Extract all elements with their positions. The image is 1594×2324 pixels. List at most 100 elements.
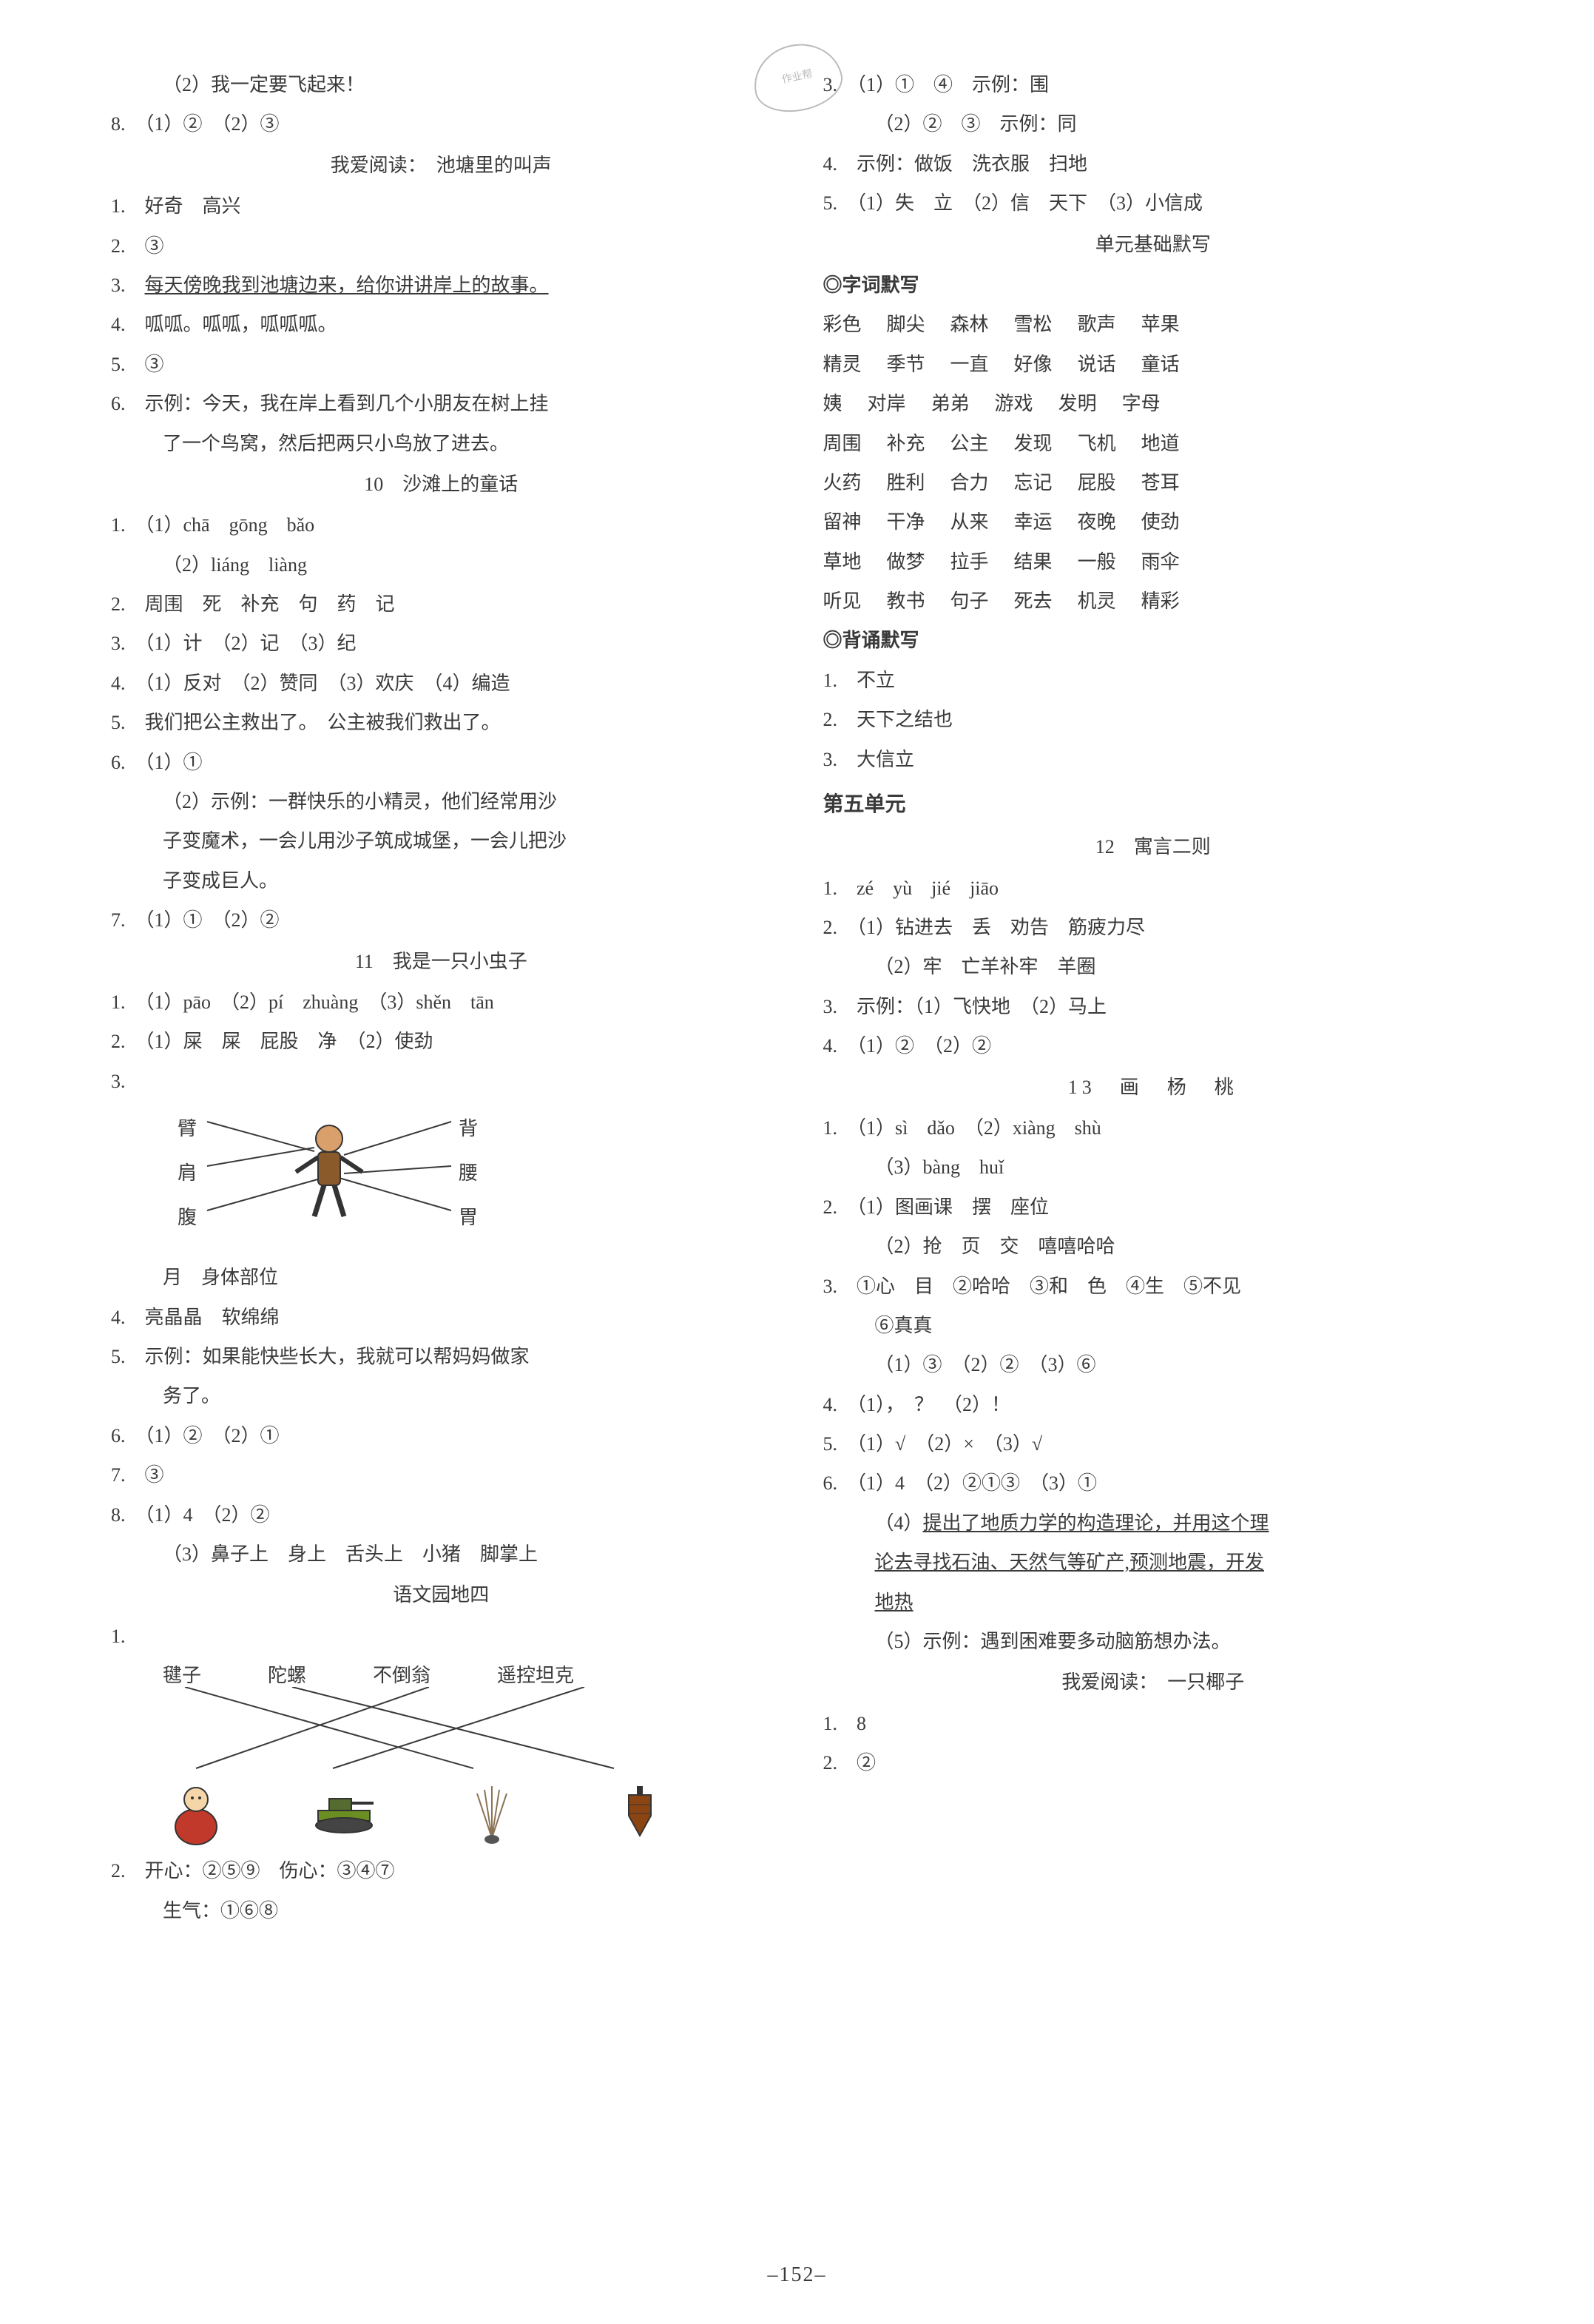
grid-word: 雨伞 xyxy=(1141,544,1180,580)
subsection-title: ◎背诵默写 xyxy=(823,622,1484,659)
text-line: 4. 呱呱。呱呱，呱呱呱。 xyxy=(111,306,771,343)
grid-word: 补充 xyxy=(887,425,925,462)
grid-word: 结果 xyxy=(1014,544,1053,580)
text-line: 1. （1）pāo （2）pí zhuàng （3）shěn tān xyxy=(111,984,771,1020)
text-line: 1. （1）chā gōng bǎo xyxy=(111,507,771,543)
grid-word: 彩色 xyxy=(823,306,862,343)
text-line: 月 身体部位 xyxy=(111,1259,771,1296)
text-line: 2. （1）图画课 摆 座位 xyxy=(823,1189,1484,1225)
text-line: 6. （1）4 （2）②①③ （3）① xyxy=(823,1465,1484,1501)
body-figure-icon xyxy=(288,1120,370,1224)
grid-word: 听见 xyxy=(823,583,862,619)
grid-word: 精灵 xyxy=(823,346,862,383)
text-line: 1. 不立 xyxy=(823,662,1484,698)
section-title: 11 我是一只小虫子 xyxy=(111,943,771,980)
text-line: 5. 我们把公主救出了。 公主被我们救出了。 xyxy=(111,704,771,741)
grid-word: 一般 xyxy=(1078,544,1116,580)
match-lines xyxy=(111,1687,666,1783)
body-label: 臂 xyxy=(178,1111,197,1147)
text-line: 4. （1）， ？ （2）！ xyxy=(823,1387,1484,1423)
right-column: 3. （1）① ④ 示例：围 （2）② ③ 示例：同 4. 示例：做饭 洗衣服 … xyxy=(823,67,1484,1932)
grid-word: 雪松 xyxy=(1014,306,1053,343)
character-grid: 彩色脚尖森林雪松歌声苹果精灵季节一直好像说话童话姨对岸弟弟游戏发明字母周围补充公… xyxy=(823,306,1484,619)
text-line: （5）示例：遇到困难要多动脑筋想办法。 xyxy=(823,1623,1484,1660)
section-title: 语文园地四 xyxy=(111,1577,771,1613)
grid-word: 森林 xyxy=(950,306,989,343)
text-line: 子变成巨人。 xyxy=(111,863,771,899)
grid-word: 对岸 xyxy=(868,385,906,422)
grid-word: 使劲 xyxy=(1141,504,1180,540)
underlined-text: 论去寻找石油、天然气等矿产,预测地震，开发 xyxy=(823,1544,1484,1580)
text-line: ⑥真真 xyxy=(823,1307,1484,1344)
text-line: 3. 示例：（1）飞快地 （2）马上 xyxy=(823,988,1484,1025)
text-line: 2. 周围 死 补充 句 药 记 xyxy=(111,586,771,622)
body-parts-diagram: 臂 肩 腹 背 腰 胃 xyxy=(141,1107,771,1255)
text-line: 2. （1）屎 屎 屁股 净 （2）使劲 xyxy=(111,1023,771,1060)
body-label: 肩 xyxy=(178,1155,197,1191)
text-line: （2）牢 亡羊补牢 羊圈 xyxy=(823,949,1484,985)
body-label: 背 xyxy=(459,1111,478,1147)
grid-word: 从来 xyxy=(950,504,989,540)
subsection-title: ◎字词默写 xyxy=(823,267,1484,303)
text-line: 6. （1）② （2）① xyxy=(111,1418,771,1454)
text-line: 4. 亮晶晶 软绵绵 xyxy=(111,1299,771,1336)
text-line: 生气：①⑥⑧ xyxy=(111,1893,771,1929)
grid-word: 教书 xyxy=(887,583,925,619)
grid-word: 做梦 xyxy=(887,544,925,580)
text-line: （2）② ③ 示例：同 xyxy=(823,106,1484,142)
grid-word: 公主 xyxy=(950,425,989,462)
text-line: 1. xyxy=(111,1618,771,1654)
text-line: 2. ③ xyxy=(111,228,771,264)
text-line: 3. （1）① ④ 示例：围 xyxy=(823,67,1484,103)
section-title: 单元基础默写 xyxy=(823,226,1484,263)
text-line: 2. 开心：②⑤⑨ 伤心：③④⑦ xyxy=(111,1853,771,1889)
tumbler-icon xyxy=(163,1779,229,1845)
grid-row: 彩色脚尖森林雪松歌声苹果 xyxy=(823,306,1484,343)
text-line: 3. xyxy=(111,1063,771,1099)
text-line: （3）鼻子上 身上 舌头上 小猪 脚掌上 xyxy=(111,1536,771,1572)
text-line: 1. 8 xyxy=(823,1705,1484,1742)
section-title: 13 画 杨 桃 xyxy=(823,1069,1484,1105)
text-line: 6. 示例：今天，我在岸上看到几个小朋友在树上挂 xyxy=(111,385,771,422)
text-line: 了一个鸟窝，然后把两只小鸟放了进去。 xyxy=(111,425,771,462)
text-line: 3. 每天傍晚我到池塘边来，给你讲讲岸上的故事。 xyxy=(111,267,771,303)
grid-word: 胜利 xyxy=(887,465,925,501)
text-line: （4）提出了地质力学的构造理论，并用这个理 xyxy=(823,1505,1484,1541)
text-line: 5. 示例：如果能快些长大，我就可以帮妈妈做家 xyxy=(111,1338,771,1375)
text-line: 6. （1）① xyxy=(111,744,771,781)
text-line: 5. ③ xyxy=(111,346,771,383)
spinning-top-icon xyxy=(607,1779,673,1845)
body-label: 腰 xyxy=(459,1155,478,1191)
unit-title: 第五单元 xyxy=(823,785,1484,824)
grid-word: 地道 xyxy=(1141,425,1180,462)
text-line: 4. （1）② （2）② xyxy=(823,1028,1484,1064)
grid-word: 脚尖 xyxy=(887,306,925,343)
page-columns: （2）我一定要飞起来！ 8. （1）② （2）③ 我爱阅读： 池塘里的叫声 1.… xyxy=(111,67,1483,1932)
text-line: （2）抢 页 交 嘻嘻哈哈 xyxy=(823,1228,1484,1264)
text-line: （2）liáng liàng xyxy=(111,547,771,583)
shuttlecock-icon xyxy=(459,1779,525,1845)
grid-word: 死去 xyxy=(1014,583,1053,619)
grid-row: 姨对岸弟弟游戏发明字母 xyxy=(823,385,1484,422)
text-line: 8. （1）4 （2）② xyxy=(111,1497,771,1533)
text-line: 1. （1）sì dǎo （2）xiàng shù xyxy=(823,1110,1484,1146)
matching-diagram: 毽子 陀螺 不倒翁 遥控坦克 xyxy=(111,1657,771,1845)
text-line: 2. （1）钻进去 丢 劝告 筋疲力尽 xyxy=(823,909,1484,946)
grid-row: 周围补充公主发现飞机地道 xyxy=(823,425,1484,462)
text-line: 务了。 xyxy=(111,1378,771,1414)
text-line: 5. （1）失 立 （2）信 天下 （3）小信成 xyxy=(823,185,1484,221)
grid-word: 童话 xyxy=(1141,346,1180,383)
grid-word: 周围 xyxy=(823,425,862,462)
grid-word: 游戏 xyxy=(995,385,1033,422)
grid-word: 季节 xyxy=(887,346,925,383)
grid-word: 飞机 xyxy=(1078,425,1116,462)
text-line: （2）示例：一群快乐的小精灵，他们经常用沙 xyxy=(111,784,771,820)
grid-row: 火药胜利合力忘记屁股苍耳 xyxy=(823,465,1484,501)
grid-word: 说话 xyxy=(1078,346,1116,383)
grid-word: 忘记 xyxy=(1014,465,1053,501)
section-title: 12 寓言二则 xyxy=(823,829,1484,865)
grid-row: 留神干净从来幸运夜晚使劲 xyxy=(823,504,1484,540)
text-line: 3. ①心 目 ②哈哈 ③和 色 ④生 ⑤不见 xyxy=(823,1268,1484,1304)
grid-word: 发明 xyxy=(1058,385,1097,422)
text-line: （2）我一定要飞起来！ xyxy=(111,67,771,103)
